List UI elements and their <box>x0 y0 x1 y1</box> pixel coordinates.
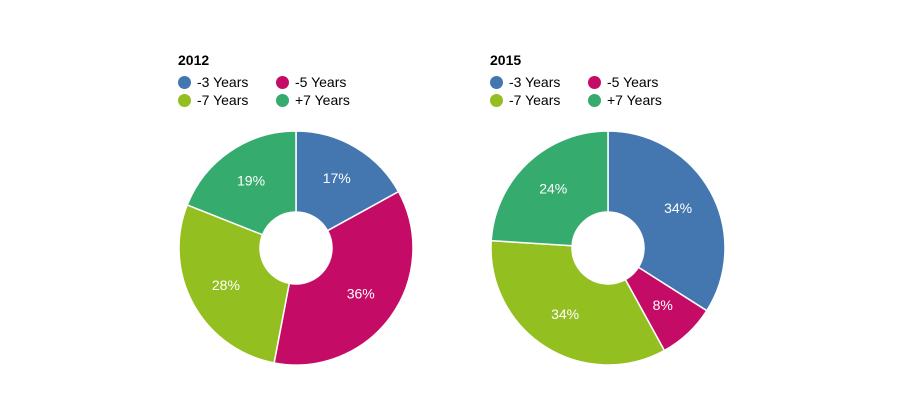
legend-swatch <box>276 93 289 107</box>
slice-label-2012-minus-3-years: 17% <box>323 170 351 186</box>
donut-slice-2015-plus-7-years[interactable] <box>490 130 609 247</box>
donut-slice-2012-minus-3-years[interactable] <box>295 130 400 232</box>
slice-label-2015-minus-7-years: 34% <box>551 306 579 322</box>
legend-item-minus-7-years[interactable]: -7 Years <box>178 91 248 109</box>
legend-item-plus-7-years[interactable]: +7 Years <box>588 91 662 109</box>
legend-swatch <box>490 75 503 89</box>
legend-item-plus-7-years[interactable]: +7 Years <box>276 91 350 109</box>
legend-swatch <box>588 93 601 107</box>
donut-slice-2015-minus-3-years[interactable] <box>607 130 726 312</box>
legend-label: -7 Years <box>197 92 249 108</box>
slice-label-2012-minus-5-years: 36% <box>347 286 375 302</box>
legend-item-minus-7-years[interactable]: -7 Years <box>490 91 560 109</box>
legend-swatch <box>588 75 601 89</box>
legend-swatch <box>276 75 289 89</box>
chart-title: 2012 <box>178 52 210 68</box>
slice-label-2012-minus-7-years: 28% <box>212 277 240 293</box>
chart-panel-2012: 2012 -3 Years -5 Years -7 Years +7 Years <box>178 0 438 400</box>
slice-label-2015-plus-7-years: 24% <box>539 180 567 196</box>
slice-label-2012-plus-7-years: 19% <box>237 173 265 189</box>
slice-label-2015-minus-3-years: 34% <box>664 200 692 216</box>
legend-label: -5 Years <box>295 74 347 90</box>
legend-label: -3 Years <box>197 74 249 90</box>
slice-label-2015-minus-5-years: 8% <box>653 297 673 313</box>
legend-label: -7 Years <box>509 92 561 108</box>
legend-label: -5 Years <box>607 74 659 90</box>
legend-label: +7 Years <box>295 92 350 108</box>
donut-slice-2012-minus-7-years[interactable] <box>178 203 291 364</box>
donut-slice-2012-minus-5-years[interactable] <box>273 190 414 366</box>
legend-swatch <box>178 93 191 107</box>
legend-swatch <box>490 93 503 107</box>
donut-slice-2012-plus-7-years[interactable] <box>186 130 297 236</box>
chart-panel-2015: 2015 -3 Years -5 Years -7 Years +7 Years <box>490 0 750 400</box>
legend-label: -3 Years <box>509 74 561 90</box>
legend-label: +7 Years <box>607 92 662 108</box>
legend-item-minus-3-years[interactable]: -3 Years <box>178 73 248 91</box>
legend-swatch <box>178 75 191 89</box>
legend-item-minus-5-years[interactable]: -5 Years <box>276 73 346 91</box>
legend-item-minus-3-years[interactable]: -3 Years <box>490 73 560 91</box>
chart-title: 2015 <box>490 52 522 68</box>
legend-item-minus-5-years[interactable]: -5 Years <box>588 73 658 91</box>
donut-slice-2015-minus-7-years[interactable] <box>490 239 666 366</box>
